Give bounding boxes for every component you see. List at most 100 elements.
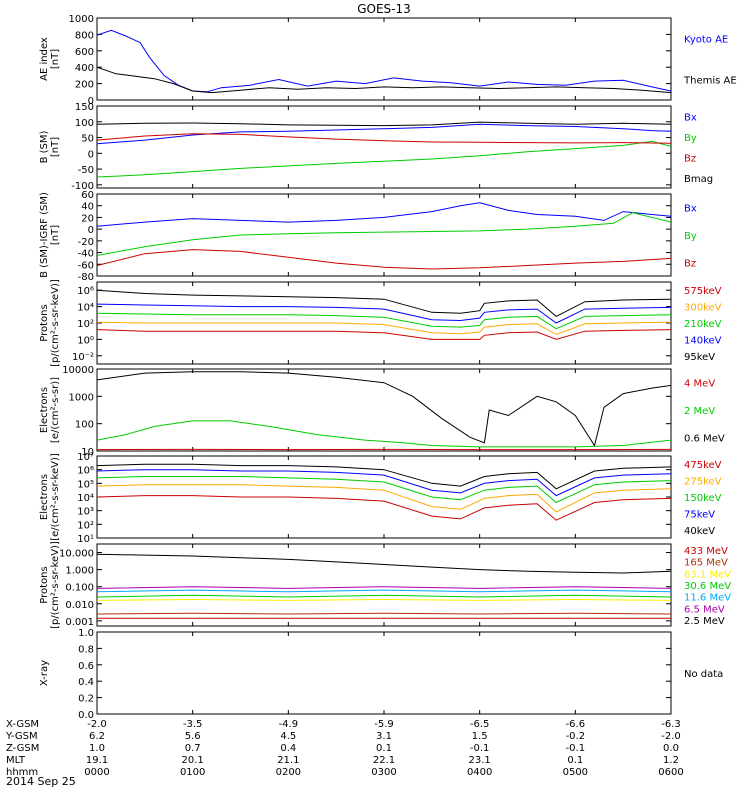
- y-tick-label: 0.0: [78, 710, 94, 721]
- panel-6: 10¹ 10² 10³ 10⁴ 10⁵ 10⁶ 10⁷ Electrons [e/(cm²-s-…: [39, 452, 722, 545]
- plot-title: GOES-13: [357, 2, 411, 16]
- legend-entry: 6.5 MeV: [684, 604, 725, 615]
- x-axis-value: 0.1: [567, 755, 583, 766]
- x-axis-value: 0200: [276, 767, 301, 778]
- legend-entry: By: [684, 133, 697, 144]
- x-axis-value: -0.1: [566, 743, 586, 754]
- legend-entry: Bx: [684, 204, 697, 215]
- legend-entry: 40keV: [684, 526, 715, 537]
- panel-1: 0 200 400 600 800 1000 AE index [nT] Kyoto AE The…: [39, 14, 737, 107]
- panel-frame: [96, 455, 672, 539]
- legend-entry: 475keV: [684, 460, 722, 471]
- series-line-40kev: [97, 463, 671, 490]
- series-line-275kev: [97, 484, 671, 513]
- x-axis-value: 0400: [467, 767, 492, 778]
- legend-entry: 300keV: [684, 303, 722, 314]
- x-axis-value: 1.5: [472, 731, 488, 742]
- series-line-by: [97, 212, 671, 256]
- x-axis-value: -5.9: [374, 719, 394, 730]
- x-axis-row-label: Z-GSM: [6, 743, 39, 754]
- x-axis-value: -0.1: [470, 743, 490, 754]
- y-tick-label: 20: [81, 213, 94, 224]
- legend-entry: 210keV: [684, 319, 722, 330]
- y-axis-label: X-ray: [39, 660, 50, 686]
- y-tick-label: 10.000: [59, 549, 94, 560]
- y-tick-label: 150: [75, 102, 94, 113]
- series-line-2-5-mev: [97, 553, 671, 574]
- x-axis-value: 4.5: [280, 731, 296, 742]
- y-tick-label: 0.2: [78, 694, 94, 705]
- series-line-63-1-mev: [97, 598, 671, 601]
- x-axis-value: 1.0: [89, 743, 105, 754]
- y-tick-label: -20: [78, 237, 94, 248]
- legend-entry: 11.6 MeV: [684, 593, 731, 604]
- panel-5: 10 100 1000 10000 Electrons [e/(cm²-s-sr)] 4 M…: [39, 365, 725, 458]
- x-axis-row-label: X-GSM: [6, 719, 39, 730]
- y-axis-label: [e/(cm²-s-sr-keV)]: [50, 453, 61, 541]
- y-axis-label: [nT]: [50, 225, 61, 245]
- y-tick-label: 50: [81, 134, 94, 145]
- series-line-by: [97, 140, 671, 178]
- legend-entry: Bmag: [684, 174, 713, 185]
- x-axis-value: 21.1: [277, 755, 299, 766]
- x-axis-value: 0300: [371, 767, 396, 778]
- y-tick-label: 10: [81, 447, 94, 458]
- series-line-6-5-mev: [97, 586, 671, 589]
- legend-entry: 150keV: [684, 493, 722, 504]
- y-axis-label: Protons: [39, 304, 50, 341]
- panel-4: 10⁻² 10⁰ 10² 10⁴ 10⁶ Protons [p/(cm²-s-sr-keV)…: [39, 279, 722, 367]
- series-line-30-6-mev: [97, 594, 671, 598]
- y-tick-label: 10²: [77, 520, 94, 531]
- y-tick-label: 0: [88, 225, 94, 236]
- legend-entry: 575keV: [684, 286, 722, 297]
- x-axis-value: 6.2: [89, 731, 105, 742]
- legend-entry: Bz: [684, 153, 696, 164]
- x-axis-value: 0500: [563, 767, 588, 778]
- y-tick-label: 10⁷: [77, 452, 94, 463]
- y-tick-label: 10000: [62, 365, 94, 376]
- y-tick-label: 1000: [69, 14, 94, 25]
- y-tick-label: -40: [78, 249, 94, 260]
- y-tick-label: 600: [75, 47, 94, 58]
- legend-entry: Bx: [684, 112, 697, 123]
- series-line-bz: [97, 249, 671, 270]
- series-line-300kev: [97, 321, 671, 336]
- y-tick-label: 10¹: [77, 534, 94, 545]
- series-line-bx: [97, 202, 671, 227]
- x-axis-value: 5.6: [185, 731, 201, 742]
- x-axis-value: 0.7: [185, 743, 201, 754]
- x-axis-value: -4.9: [279, 719, 299, 730]
- series-line-210kev: [97, 312, 671, 330]
- panel-2: -100 -50 0 50 100 150 B (SM) [nT] Bx By Bz Bmag: [39, 102, 713, 192]
- series-line-2-mev: [97, 420, 671, 448]
- y-tick-label: 0.100: [65, 583, 94, 594]
- no-data-note: No data: [684, 669, 723, 680]
- x-axis-value: 0.1: [376, 743, 392, 754]
- y-tick-label: 0: [88, 149, 94, 160]
- y-tick-label: 100: [75, 118, 94, 129]
- legend-entry: 30.6 MeV: [684, 581, 731, 592]
- panel-7: 0.001 0.010 0.100 1.000 10.000 Protons [p/(cm²…: [39, 541, 731, 629]
- y-tick-label: -50: [78, 165, 94, 176]
- y-axis-label: Electrons: [39, 474, 50, 520]
- y-tick-label: 10²: [77, 319, 94, 330]
- x-axis-value: 1.2: [663, 755, 679, 766]
- y-tick-label: 1000: [69, 392, 94, 403]
- y-tick-label: 0.6: [78, 661, 94, 672]
- legend-entry: Bz: [684, 258, 696, 269]
- y-tick-label: -60: [78, 260, 94, 271]
- y-tick-label: 10⁵: [77, 479, 94, 490]
- y-tick-label: -100: [71, 181, 94, 192]
- y-tick-label: 200: [75, 80, 94, 91]
- y-axis-label: B (SM)-IGRF (SM): [39, 192, 50, 278]
- x-axis-value: 23.1: [469, 755, 491, 766]
- y-axis-label: AE index: [39, 37, 50, 81]
- x-axis-value: 22.1: [373, 755, 395, 766]
- y-tick-label: 0.4: [78, 677, 94, 688]
- legend-entry: 2 MeV: [684, 406, 715, 417]
- y-tick-label: 100: [75, 420, 94, 431]
- y-axis-label: [p/(cm²-s-sr-keV)]: [50, 541, 61, 629]
